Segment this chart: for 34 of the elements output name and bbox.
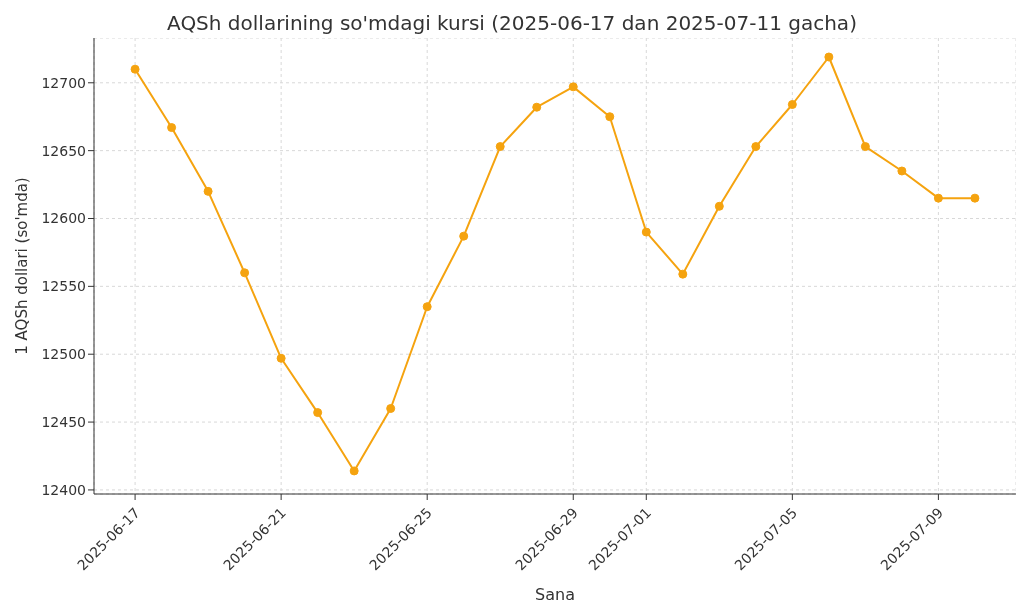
point [714,201,724,211]
point [240,268,250,278]
point [641,227,651,237]
y-tick-label: 12700 [41,74,86,91]
point [751,142,761,152]
point [933,193,943,203]
point [970,193,980,203]
point [313,408,323,418]
point [532,102,542,112]
point [459,231,469,241]
y-axis-title: 1 AQSh dollari (so'mda) [13,177,32,355]
point [860,142,870,152]
y-tick-label: 12600 [41,210,86,227]
point [787,100,797,109]
y-tick-label: 12500 [41,346,86,363]
point [130,64,140,74]
point [422,302,432,312]
point [167,123,177,133]
y-tick-label: 12550 [41,278,86,295]
point [568,82,578,92]
point [203,186,213,196]
y-tick-label: 12650 [41,142,86,159]
x-axis-title: Sana [535,585,575,604]
point [678,269,688,279]
point [605,112,615,122]
chart-title: AQSh dollarining so'mdagi kursi (2025-06-17 dan 2025-07-11 gacha) [166,10,858,37]
point [824,52,834,62]
point [897,166,907,176]
point [276,353,286,363]
y-tick-label: 12450 [41,414,86,431]
point [495,142,505,152]
point [349,466,359,476]
y-tick-label: 12400 [41,481,86,498]
point [386,404,396,413]
